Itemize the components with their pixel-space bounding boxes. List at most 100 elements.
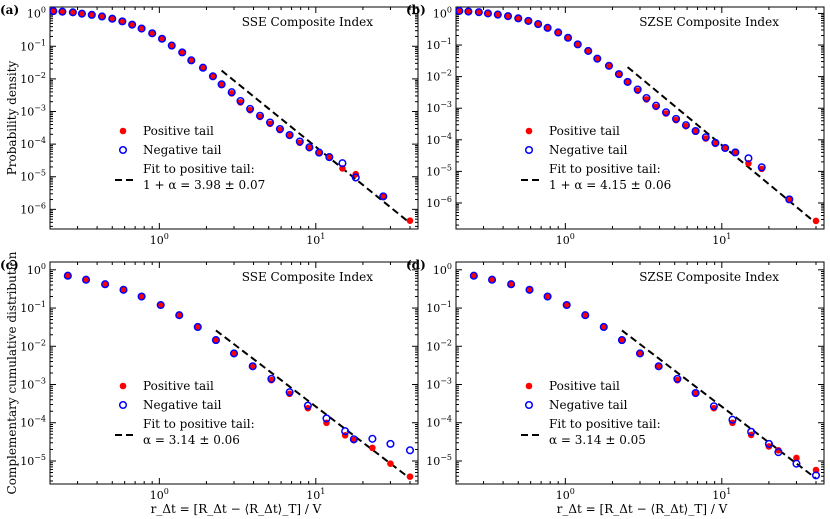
- negative-point: [175, 311, 184, 320]
- y-tick-label: 100: [27, 262, 46, 277]
- panel-label: (b): [406, 3, 426, 17]
- legend-label-negative: Negative tail: [143, 398, 222, 412]
- positive-point: [581, 311, 589, 319]
- negative-point: [514, 14, 523, 23]
- x-axis-ticks: [49, 262, 411, 484]
- negative-point: [118, 17, 127, 26]
- positive-point: [138, 293, 145, 300]
- negative-point: [266, 118, 275, 127]
- fit-line: [621, 329, 817, 480]
- negative-point: [248, 362, 257, 371]
- y-tick-label: 10−4: [426, 132, 452, 147]
- positive-point: [82, 276, 90, 284]
- positive-tail-series: [64, 272, 414, 480]
- negative-point: [101, 280, 110, 289]
- legend-fit-formula: 1 + α = 4.15 ± 0.06: [549, 178, 671, 192]
- legend-fit-formula: α = 3.14 ± 0.05: [549, 433, 646, 447]
- positive-point: [494, 11, 502, 18]
- x-tick-label: 100: [556, 232, 575, 247]
- positive-point: [456, 7, 463, 15]
- fit-line: [215, 329, 411, 480]
- plot-area: [456, 7, 820, 225]
- negative-point: [338, 159, 347, 168]
- y-tick-label: 10−3: [20, 377, 46, 392]
- plot-frame: [49, 6, 419, 230]
- x-tick-label: 101: [306, 232, 325, 247]
- positive-point: [88, 11, 96, 19]
- x-tick-label: 101: [712, 487, 731, 502]
- negative-point: [599, 322, 608, 332]
- negative-point: [711, 138, 720, 147]
- negative-point: [341, 427, 350, 436]
- negative-point: [285, 388, 294, 397]
- y-tick-label: 10−5: [20, 453, 46, 468]
- negative-point: [701, 133, 710, 142]
- legend-label-fit: Fit to positive tail:: [549, 417, 661, 431]
- negative-point: [614, 70, 623, 79]
- negative-point: [661, 108, 671, 117]
- positive-point: [168, 42, 176, 49]
- y-tick-label: 10−1: [426, 37, 452, 52]
- legend-label-positive: Positive tail: [143, 379, 214, 393]
- positive-point: [101, 280, 109, 288]
- negative-point: [534, 20, 543, 29]
- negative-point: [507, 280, 516, 289]
- negative-point: [654, 362, 663, 371]
- positive-point: [507, 280, 515, 288]
- y-tick-label: 10−4: [20, 415, 46, 430]
- negative-point: [208, 72, 217, 81]
- plot-frame: [455, 261, 825, 485]
- negative-point: [156, 300, 165, 310]
- negative-point: [691, 388, 700, 398]
- y-tick-label: 10−1: [20, 38, 46, 53]
- negative-point: [349, 435, 358, 444]
- positive-point: [187, 57, 195, 64]
- y-tick-label: 10−3: [426, 100, 452, 115]
- positive-point: [194, 323, 202, 331]
- positive-point: [793, 454, 800, 462]
- legend-label-fit: Fit to positive tail:: [143, 162, 255, 176]
- negative-point: [525, 285, 534, 294]
- negative-point: [305, 143, 314, 152]
- positive-point: [209, 73, 217, 80]
- negative-point: [267, 374, 276, 383]
- positive-point: [526, 286, 533, 294]
- positive-point: [212, 336, 220, 344]
- y-axis-ticks: [456, 12, 824, 226]
- legend: Positive tail Negative tail Fit to positiv…: [521, 379, 661, 447]
- plot-area: [63, 271, 415, 480]
- x-axis-ticks: [49, 7, 411, 229]
- positive-point: [148, 29, 156, 37]
- negative-point: [673, 374, 682, 383]
- negative-tail-series: [456, 7, 794, 204]
- y-tick-label: 10−1: [426, 300, 452, 315]
- positive-point: [584, 47, 592, 55]
- positive-point: [624, 79, 631, 86]
- positive-point: [157, 301, 164, 309]
- negative-point: [82, 275, 91, 284]
- negative-point: [642, 93, 651, 103]
- positive-point: [387, 460, 394, 467]
- positive-point: [119, 18, 126, 25]
- panel-title: SSE Composite Index: [242, 270, 373, 284]
- negative-tail-series: [50, 7, 388, 201]
- legend-label-fit: Fit to positive tail:: [143, 417, 255, 431]
- positive-point: [178, 49, 186, 56]
- positive-point: [514, 15, 522, 22]
- negative-point: [97, 12, 107, 21]
- negative-point: [785, 195, 794, 204]
- y-tick-label: 10−6: [20, 201, 46, 216]
- positive-point: [326, 153, 333, 161]
- negative-point: [488, 275, 497, 284]
- positive-point: [721, 144, 729, 152]
- legend-label-negative: Negative tail: [143, 143, 222, 157]
- panel-title: SZSE Composite Index: [639, 15, 779, 29]
- x-axis-label-right: r_Δt = [R_Δt − ⟨R_Δt⟩_T] / V: [557, 502, 728, 516]
- negative-point: [563, 33, 573, 42]
- y-tick-label: 10−3: [20, 104, 46, 119]
- negative-point: [50, 7, 58, 16]
- negative-tail-series: [469, 271, 821, 480]
- y-tick-label: 10−4: [426, 415, 452, 430]
- positive-point: [544, 293, 551, 300]
- panel-d: 100 101 100 10−1 10−2 10−3 10−4 10−5 (d) SZSE Com…: [406, 258, 825, 502]
